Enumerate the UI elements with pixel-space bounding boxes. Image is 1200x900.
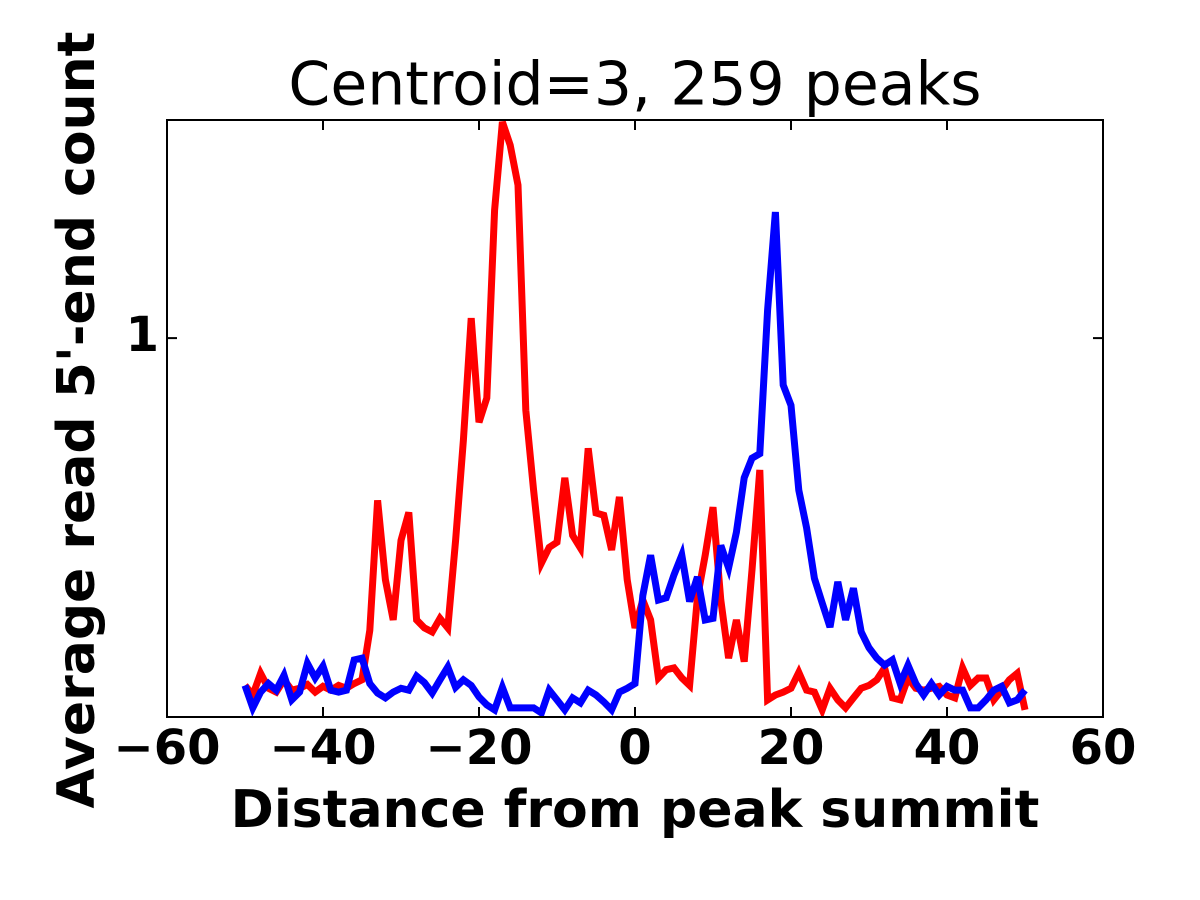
x-tick-label: −20: [425, 720, 532, 776]
x-tick-label: −60: [113, 720, 220, 776]
x-tick-label: 40: [914, 720, 981, 776]
x-tick-label: 0: [618, 720, 651, 776]
series-line: [242, 120, 1029, 717]
series-line: [241, 211, 1028, 717]
x-axis-label: Distance from peak summit: [231, 780, 1040, 840]
plot-area: [241, 120, 1029, 717]
x-tick-label: 60: [1070, 720, 1137, 776]
chart-title: Centroid=3, 259 peaks: [288, 50, 981, 120]
y-axis-label: Average read 5'-end count: [47, 32, 107, 809]
x-tick-label: 20: [758, 720, 825, 776]
y-tick-label: 1: [126, 307, 159, 363]
x-tick-label: −40: [269, 720, 376, 776]
